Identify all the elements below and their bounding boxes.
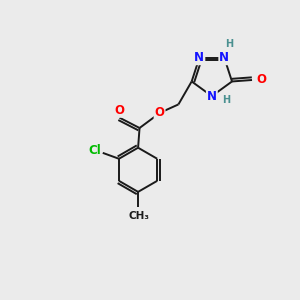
Text: O: O bbox=[256, 74, 266, 86]
Text: N: N bbox=[219, 51, 229, 64]
Text: CH₃: CH₃ bbox=[128, 211, 149, 221]
Text: O: O bbox=[154, 106, 165, 118]
Text: H: H bbox=[223, 94, 231, 105]
Text: O: O bbox=[114, 104, 124, 117]
Text: H: H bbox=[226, 39, 234, 49]
Text: N: N bbox=[207, 90, 217, 103]
Text: Cl: Cl bbox=[88, 144, 101, 157]
Text: N: N bbox=[194, 51, 204, 64]
